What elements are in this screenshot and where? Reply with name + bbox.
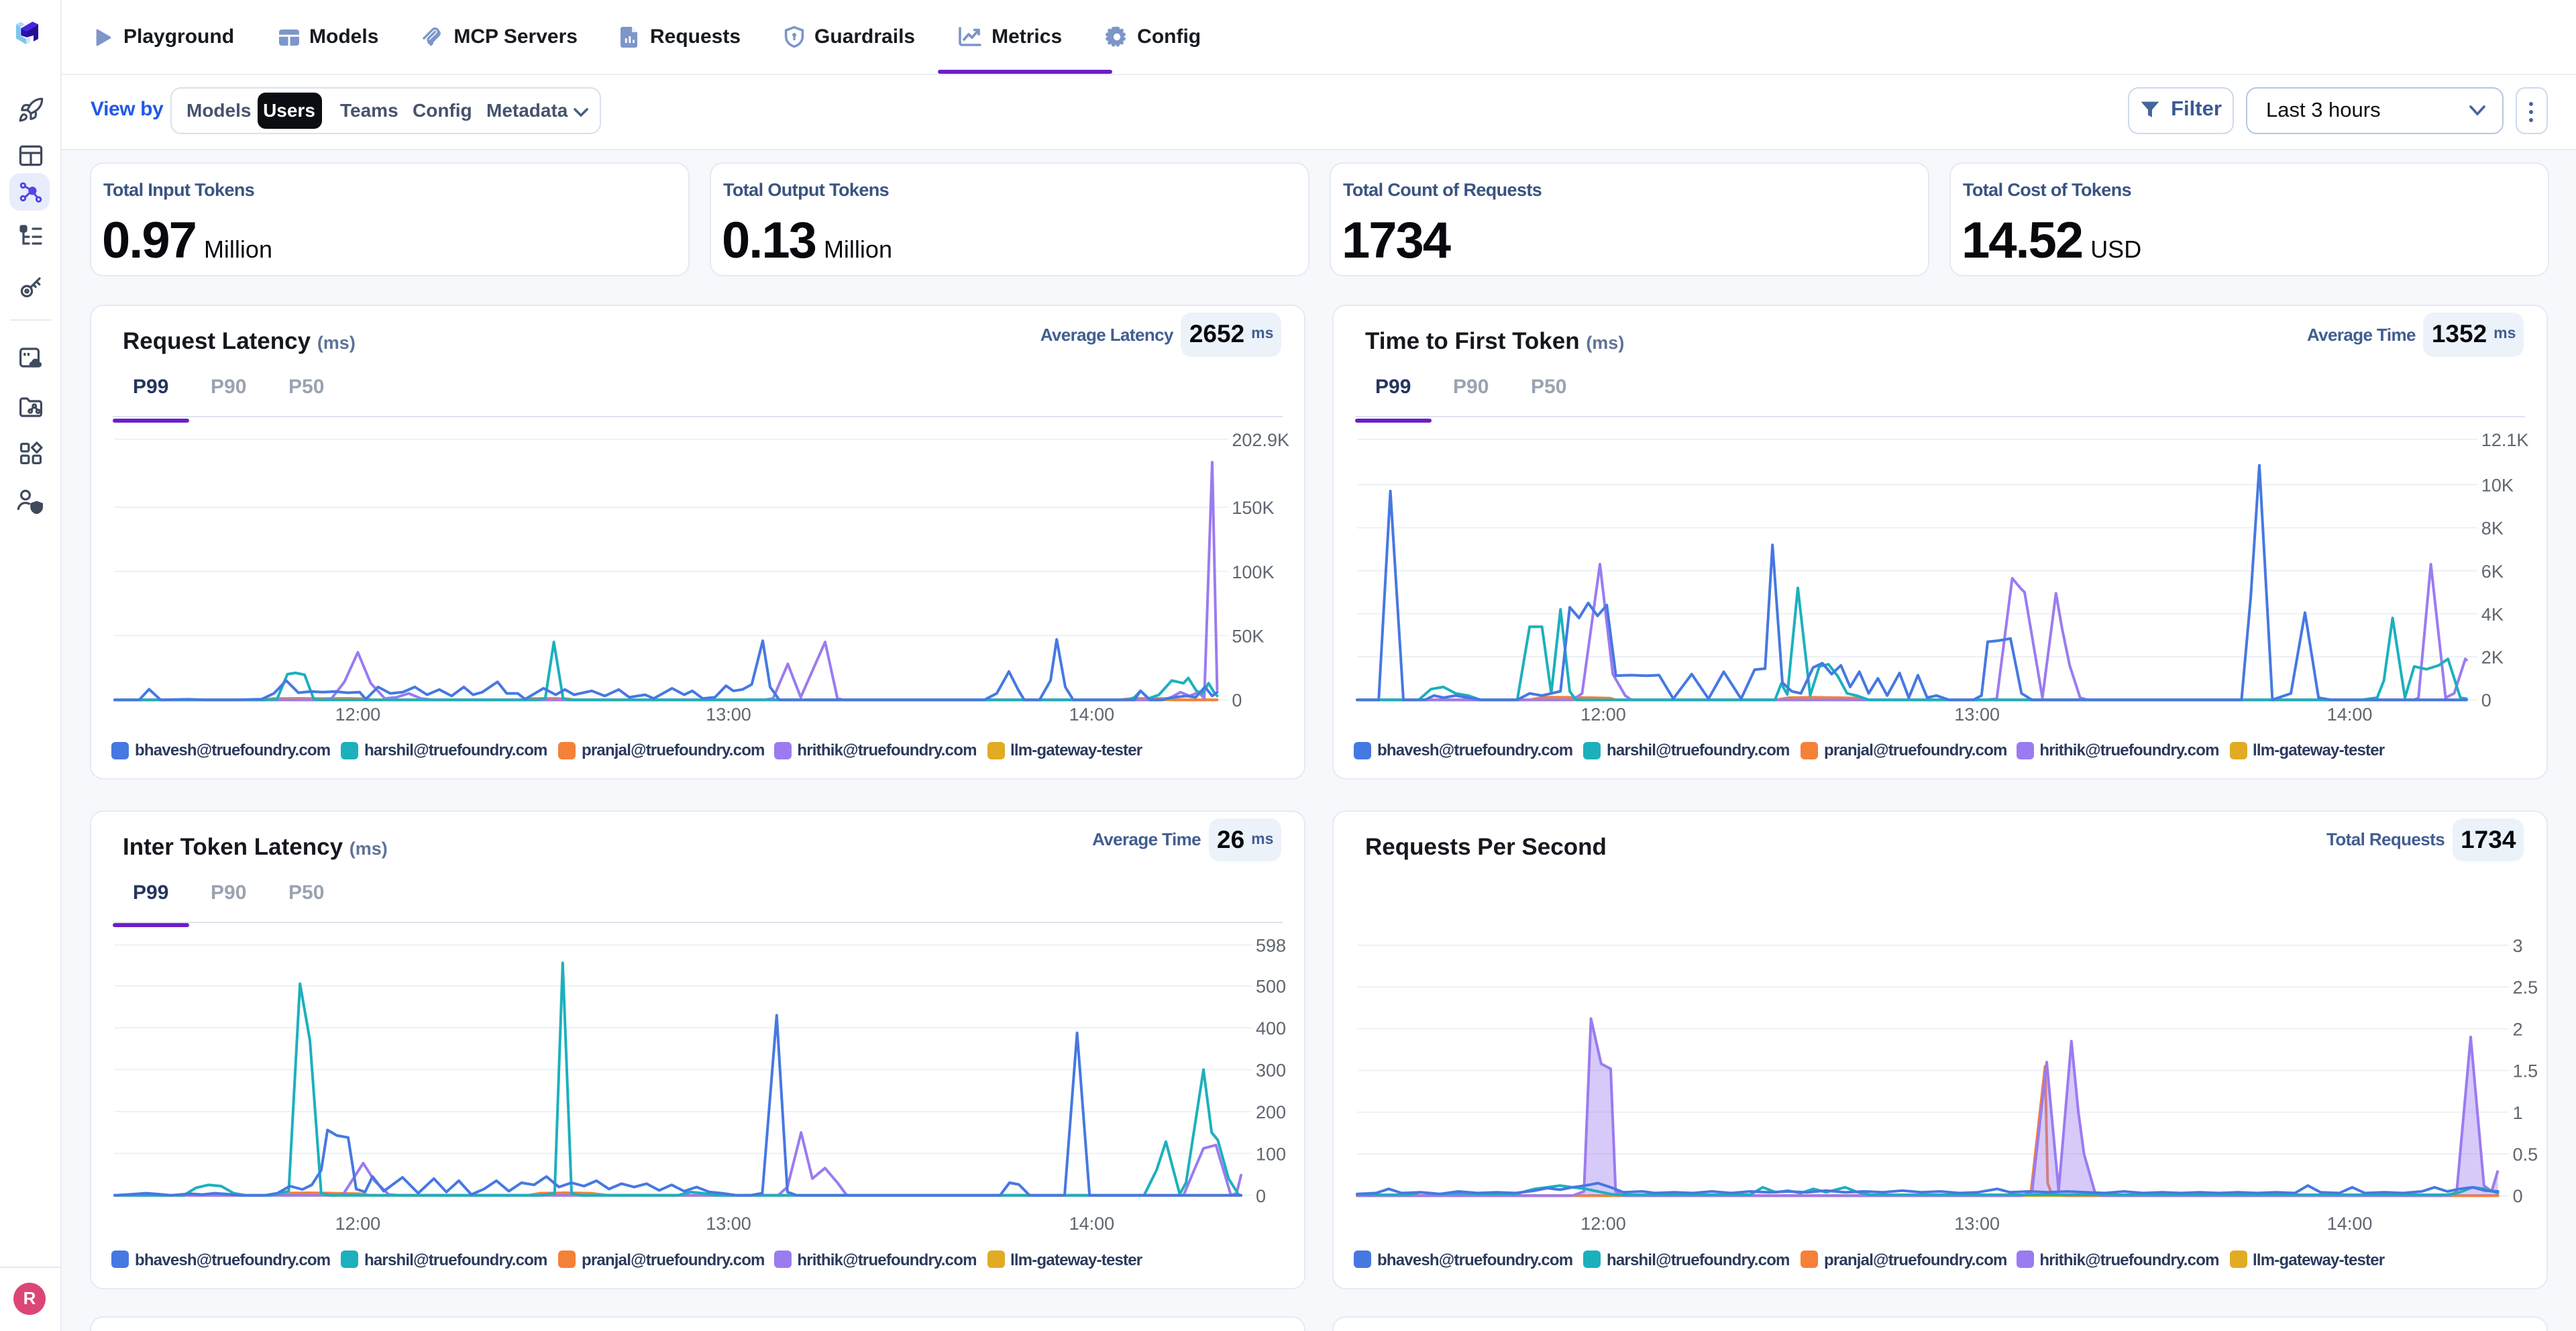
svg-text:12:00: 12:00 xyxy=(335,1213,381,1233)
svg-text:500: 500 xyxy=(1256,976,1286,996)
svg-text:0.5: 0.5 xyxy=(2513,1144,2538,1164)
svg-text:2K: 2K xyxy=(2481,647,2504,668)
svg-text:100K: 100K xyxy=(1232,562,1274,582)
svg-text:13:00: 13:00 xyxy=(706,1213,751,1233)
svg-text:3: 3 xyxy=(2513,935,2523,955)
svg-text:14:00: 14:00 xyxy=(1069,1213,1115,1233)
svg-text:50K: 50K xyxy=(1232,626,1264,646)
svg-text:2: 2 xyxy=(2513,1018,2523,1039)
svg-text:4K: 4K xyxy=(2481,604,2504,625)
svg-text:0: 0 xyxy=(1232,690,1242,710)
svg-text:14:00: 14:00 xyxy=(2327,704,2373,725)
svg-text:12:00: 12:00 xyxy=(1580,704,1626,725)
svg-text:1: 1 xyxy=(2513,1102,2523,1122)
svg-text:13:00: 13:00 xyxy=(1954,1213,2000,1233)
svg-text:100: 100 xyxy=(1256,1143,1286,1163)
svg-text:6K: 6K xyxy=(2481,562,2504,582)
svg-text:400: 400 xyxy=(1256,1018,1286,1038)
svg-text:14:00: 14:00 xyxy=(2327,1213,2373,1233)
svg-text:300: 300 xyxy=(1256,1059,1286,1079)
svg-text:10K: 10K xyxy=(2481,475,2514,495)
svg-text:13:00: 13:00 xyxy=(706,704,751,725)
svg-text:1.5: 1.5 xyxy=(2513,1061,2538,1081)
svg-text:14:00: 14:00 xyxy=(1069,704,1115,725)
svg-text:12:00: 12:00 xyxy=(1580,1213,1626,1233)
svg-text:202.9K: 202.9K xyxy=(1232,430,1289,450)
svg-text:12:00: 12:00 xyxy=(335,704,381,725)
svg-text:2.5: 2.5 xyxy=(2513,977,2538,997)
svg-text:13:00: 13:00 xyxy=(1954,704,2000,725)
svg-text:150K: 150K xyxy=(1232,498,1274,518)
svg-text:0: 0 xyxy=(1256,1185,1266,1206)
svg-text:200: 200 xyxy=(1256,1102,1286,1122)
svg-text:8K: 8K xyxy=(2481,519,2504,539)
svg-text:0: 0 xyxy=(2513,1185,2523,1206)
svg-text:0: 0 xyxy=(2481,690,2491,710)
svg-text:598: 598 xyxy=(1256,935,1286,955)
svg-text:12.1K: 12.1K xyxy=(2481,430,2529,450)
